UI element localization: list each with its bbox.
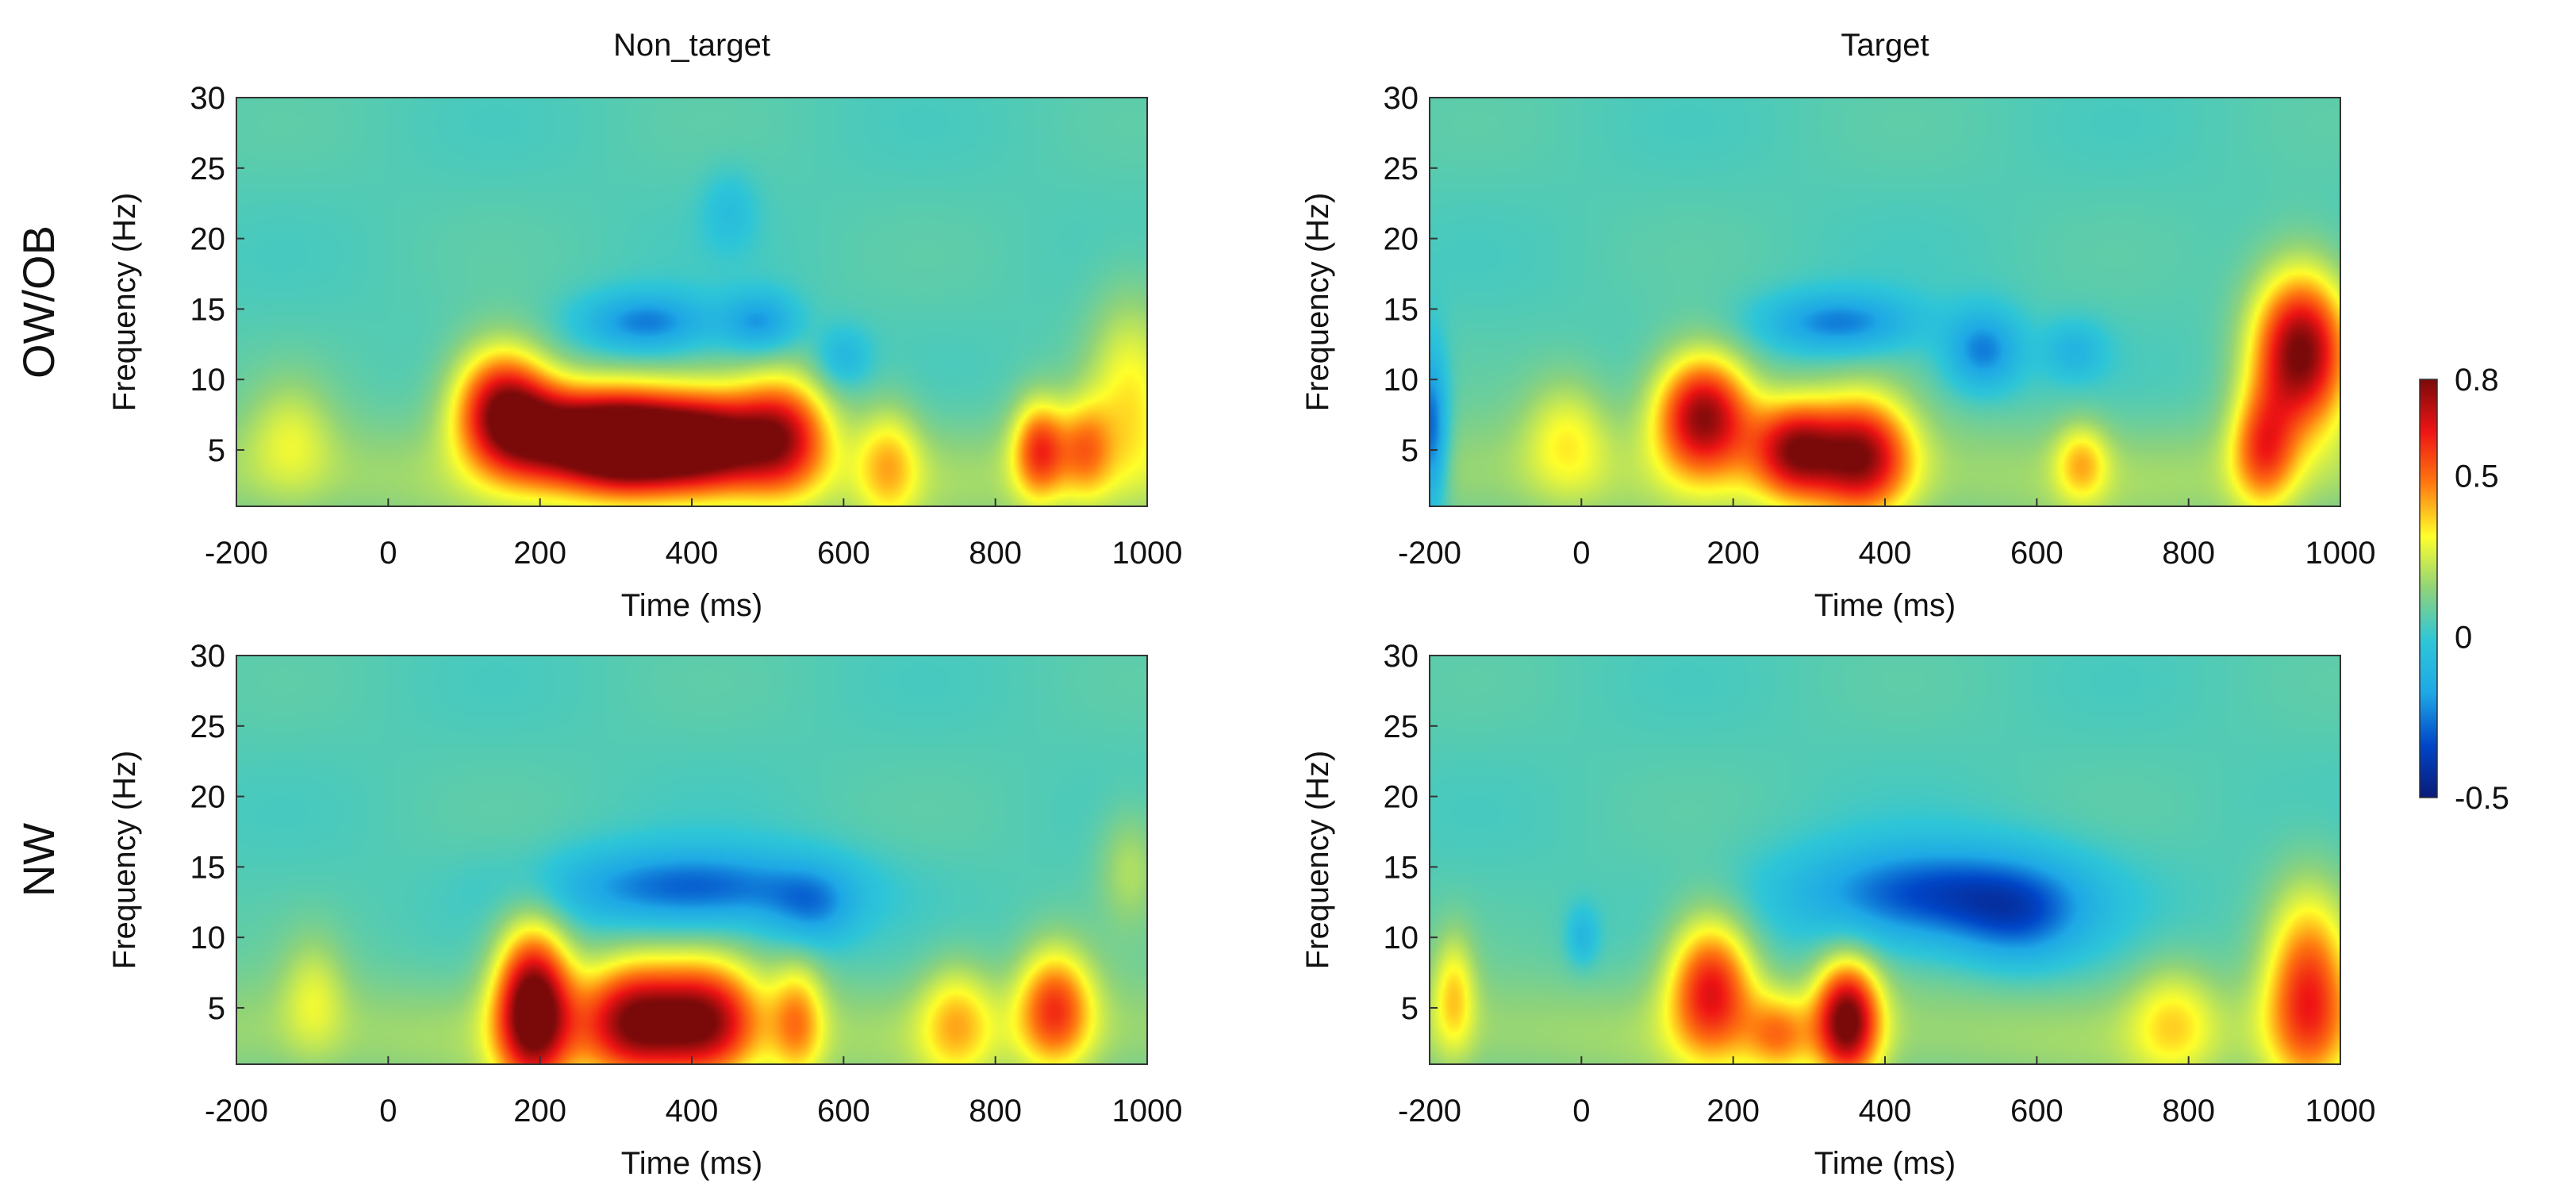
x-tick-label: 0 (379, 536, 397, 571)
x-tick-label: 0 (379, 1094, 397, 1129)
y-tick-label: 25 (1384, 152, 1419, 186)
y-tick-label: 5 (208, 991, 225, 1026)
row-label-nw: NW (13, 823, 63, 897)
x-tick-label: 400 (666, 536, 719, 571)
column-title-non-target: Non_target (613, 28, 770, 63)
panel-ow-ob-target: -200 0 200 400 600 800 1000 5 10 15 20 25 30 Time (ms… (1300, 81, 2375, 623)
x-tick-label: 600 (817, 536, 870, 571)
x-axis-label: Time (ms) (621, 588, 762, 623)
x-tick-label: 1000 (1112, 1094, 1183, 1129)
x-tick-label: 800 (2162, 536, 2215, 571)
y-tick-label: 30 (1384, 639, 1419, 674)
x-tick-label: 1000 (1112, 536, 1183, 571)
x-tick-label: 600 (2010, 536, 2063, 571)
colorbar-tick-label: 0.5 (2455, 459, 2499, 494)
heatmap-image (1430, 656, 2340, 1064)
x-tick-label: 200 (1706, 1094, 1760, 1129)
y-axis-label: Frequency (Hz) (107, 751, 142, 970)
labels-layer: Non_target Target OW/OB NW (13, 28, 1929, 897)
y-tick-label: 30 (190, 81, 226, 116)
heatmap-image (236, 656, 1147, 1064)
y-tick-label: 25 (190, 709, 226, 744)
y-tick-label: 15 (190, 850, 226, 885)
y-tick-label: 5 (1401, 991, 1419, 1026)
y-tick-label: 30 (1384, 81, 1419, 116)
panel-ow-ob-non-target: -200 0 200 400 600 800 1000 5 10 15 20 25 30 Time (ms… (107, 81, 1182, 623)
x-tick-label: 1000 (2305, 1094, 2376, 1129)
y-tick-label: 10 (190, 363, 226, 398)
y-tick-label: 5 (1401, 433, 1419, 468)
y-tick-label: 15 (1384, 850, 1419, 885)
x-axis-label: Time (ms) (621, 1146, 762, 1181)
panel-nw-target: -200 0 200 400 600 800 1000 5 10 15 20 25 30 Time (ms… (1300, 639, 2375, 1181)
x-tick-label: 0 (1572, 1094, 1590, 1129)
x-tick-label: 400 (666, 1094, 719, 1129)
column-title-target: Target (1841, 28, 1929, 63)
x-tick-label: 800 (2162, 1094, 2215, 1129)
x-tick-label: 1000 (2305, 536, 2376, 571)
y-tick-label: 5 (208, 433, 225, 468)
y-tick-label: 10 (190, 921, 226, 956)
colorbar-tick-label: 0.8 (2455, 363, 2499, 398)
x-tick-label: 600 (817, 1094, 870, 1129)
y-tick-label: 15 (1384, 292, 1419, 327)
y-tick-label: 25 (190, 152, 226, 186)
colorbar-tick-label: 0 (2455, 620, 2472, 655)
y-tick-label: 20 (1384, 222, 1419, 257)
y-tick-label: 15 (190, 292, 226, 327)
y-tick-label: 20 (190, 780, 226, 815)
x-tick-label: 0 (1572, 536, 1590, 571)
x-axis-label: Time (ms) (1814, 1146, 1956, 1181)
heatmap-image (1430, 98, 2340, 506)
panel-nw-non-target: -200 0 200 400 600 800 1000 5 10 15 20 25 30 Time (ms… (107, 639, 1182, 1181)
x-tick-label: -200 (205, 1094, 268, 1129)
y-tick-label: 10 (1384, 921, 1419, 956)
x-tick-label: 200 (1706, 536, 1760, 571)
y-axis-label: Frequency (Hz) (1300, 751, 1335, 970)
colorbar-tick-label: -0.5 (2455, 781, 2509, 816)
y-axis-label: Frequency (Hz) (1300, 193, 1335, 412)
y-axis-label: Frequency (Hz) (107, 193, 142, 412)
y-tick-label: 20 (1384, 780, 1419, 815)
x-tick-label: -200 (1398, 1094, 1461, 1129)
x-tick-label: 800 (969, 1094, 1022, 1129)
x-tick-label: 400 (1859, 536, 1912, 571)
x-tick-label: 200 (513, 1094, 566, 1129)
x-axis-label: Time (ms) (1814, 588, 1956, 623)
y-tick-label: 20 (190, 222, 226, 257)
colorbar (2419, 379, 2438, 798)
x-tick-label: 200 (513, 536, 566, 571)
colorbar-layer: 0.8 0.5 0 -0.5 (2419, 363, 2509, 816)
x-tick-label: -200 (205, 536, 268, 571)
y-tick-label: 25 (1384, 709, 1419, 744)
row-label-ow-ob: OW/OB (13, 225, 63, 379)
y-tick-label: 30 (190, 639, 226, 674)
x-tick-label: -200 (1398, 536, 1461, 571)
y-tick-label: 10 (1384, 363, 1419, 398)
x-tick-label: 600 (2010, 1094, 2063, 1129)
x-tick-label: 400 (1859, 1094, 1912, 1129)
heatmap-image (236, 98, 1147, 506)
x-tick-label: 800 (969, 536, 1022, 571)
